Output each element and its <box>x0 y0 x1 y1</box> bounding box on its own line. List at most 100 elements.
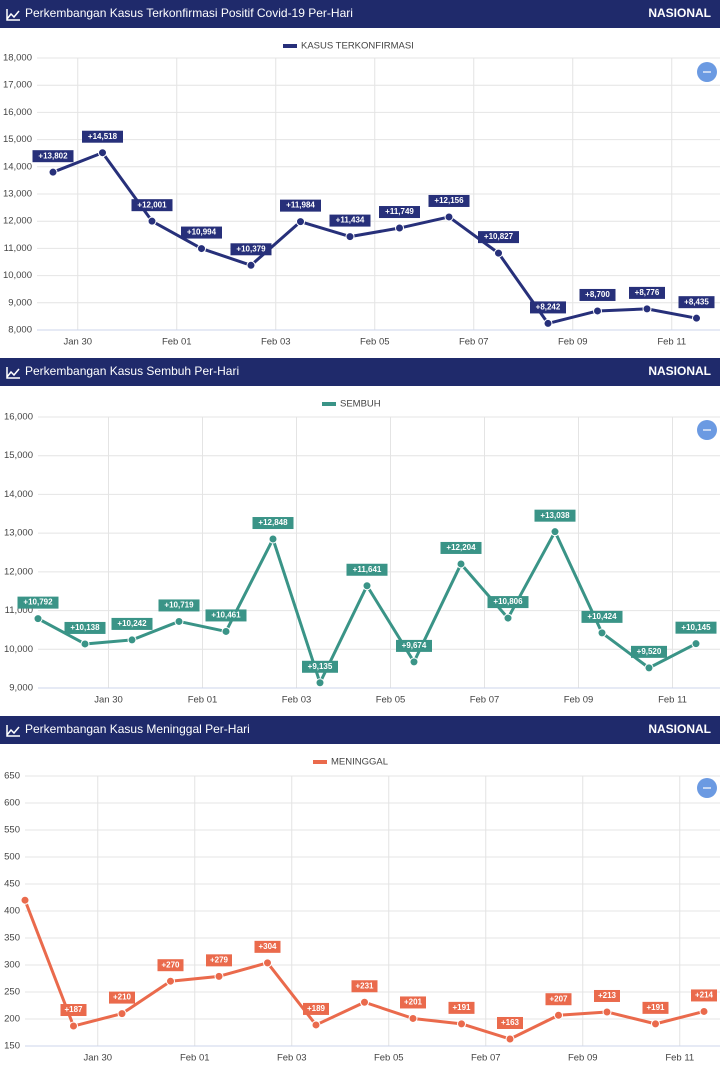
point-marker <box>644 663 654 673</box>
value-label-box <box>631 645 667 658</box>
header-icon <box>6 9 20 21</box>
value-label: +8,700 <box>585 290 610 299</box>
y-tick-label: 13,000 <box>3 189 32 200</box>
value-label-box <box>109 991 135 1004</box>
point-marker <box>147 216 157 226</box>
value-label-box <box>400 996 426 1009</box>
value-label-box <box>675 621 717 634</box>
value-label-box <box>497 1016 523 1029</box>
value-label-box <box>158 599 200 612</box>
point-marker <box>554 1010 563 1020</box>
value-label-box <box>303 1002 329 1015</box>
value-label: +12,848 <box>258 518 288 527</box>
point-marker <box>699 1006 709 1016</box>
value-label-box <box>629 286 665 299</box>
legend-label[interactable]: SEMBUH <box>340 399 381 410</box>
value-label-box <box>329 214 371 227</box>
point-marker <box>642 304 652 314</box>
value-label: +9,135 <box>308 662 333 671</box>
y-tick-label: 12,000 <box>4 566 33 577</box>
value-label-box <box>581 610 623 623</box>
point-marker <box>360 997 369 1007</box>
value-label: +279 <box>210 955 229 964</box>
x-tick-label: Feb 11 <box>657 337 686 348</box>
value-label: +304 <box>258 942 277 951</box>
y-tick-label: 12,000 <box>3 216 32 227</box>
y-tick-label: 10,000 <box>4 644 33 655</box>
value-label: +8,242 <box>536 303 561 312</box>
value-label: +11,984 <box>286 201 315 210</box>
value-label: +201 <box>404 998 423 1007</box>
y-tick-label: 16,000 <box>3 107 32 118</box>
point-marker <box>221 626 231 636</box>
point-marker <box>166 976 175 986</box>
point-marker <box>593 306 602 316</box>
value-label-box <box>60 1004 87 1017</box>
series-line <box>52 151 697 325</box>
x-tick-label: Feb 01 <box>188 695 218 706</box>
value-label-box <box>181 226 222 239</box>
value-label: +9,674 <box>402 641 427 650</box>
y-tick-label: 11,000 <box>5 605 33 616</box>
value-label-box <box>206 954 232 967</box>
value-label-box <box>131 199 173 212</box>
x-tick-label: Feb 05 <box>360 337 390 348</box>
value-label: +210 <box>113 993 132 1002</box>
value-label: +8,435 <box>684 297 709 306</box>
x-tick-label: Feb 09 <box>558 337 588 348</box>
legend-swatch <box>322 402 336 406</box>
point-marker <box>408 1013 418 1023</box>
value-label: +9,520 <box>637 647 662 656</box>
value-label-box <box>17 596 59 609</box>
point-marker <box>246 260 256 270</box>
value-label-box <box>440 541 482 554</box>
value-label: +10,424 <box>587 612 617 621</box>
value-label-box <box>111 617 153 630</box>
value-label-box <box>254 940 281 953</box>
series-line <box>37 530 697 685</box>
x-tick-label: Feb 07 <box>471 1053 501 1064</box>
x-tick-label: Feb 03 <box>282 695 312 706</box>
y-tick-label: 11,000 <box>4 243 32 254</box>
value-label-box <box>205 609 247 622</box>
y-tick-label: 500 <box>4 852 20 863</box>
point-marker <box>503 613 513 623</box>
y-tick-label: 14,000 <box>4 489 33 500</box>
point-marker <box>174 616 184 626</box>
value-label-box <box>351 980 378 993</box>
x-tick-label: Feb 09 <box>568 1053 598 1064</box>
point-marker <box>409 657 419 667</box>
point-marker <box>117 1009 127 1019</box>
y-tick-label: 15,000 <box>4 450 33 461</box>
point-marker <box>692 313 701 323</box>
point-marker <box>395 223 404 233</box>
y-tick-label: 600 <box>4 798 20 809</box>
value-label-box <box>64 621 106 634</box>
point-marker <box>543 318 553 328</box>
value-label: +10,145 <box>681 623 711 632</box>
value-label-box <box>82 130 123 143</box>
point-marker <box>315 678 325 688</box>
point-marker <box>505 1034 515 1044</box>
value-label: +231 <box>355 981 374 990</box>
point-marker <box>296 217 305 227</box>
y-tick-label: 350 <box>4 933 20 944</box>
legend-label[interactable]: MENINGGAL <box>331 757 388 768</box>
value-label: +163 <box>501 1018 520 1027</box>
header-region: NASIONAL <box>648 364 711 378</box>
y-tick-label: 17,000 <box>3 80 32 91</box>
legend-label[interactable]: KASUS TERKONFIRMASI <box>301 41 414 52</box>
point-marker <box>550 527 560 537</box>
y-tick-label: 9,000 <box>8 297 32 308</box>
point-marker <box>494 248 503 258</box>
y-tick-label: 400 <box>4 906 20 917</box>
value-label-box <box>448 1001 475 1014</box>
header-region: NASIONAL <box>648 722 711 736</box>
value-label: +11,749 <box>385 207 414 216</box>
point-marker <box>345 232 355 242</box>
x-tick-label: Feb 01 <box>162 337 192 348</box>
value-label: +13,802 <box>38 151 68 160</box>
point-marker <box>48 167 58 177</box>
point-marker <box>98 148 107 158</box>
